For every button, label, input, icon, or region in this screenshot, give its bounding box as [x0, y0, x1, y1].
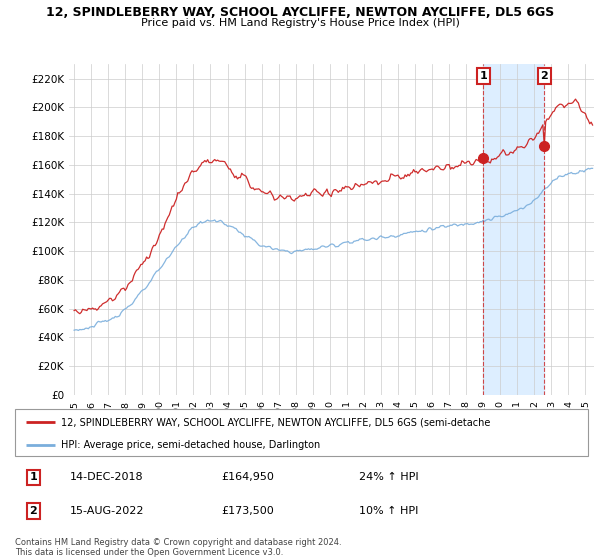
Text: 14-DEC-2018: 14-DEC-2018: [70, 473, 143, 483]
Text: 12, SPINDLEBERRY WAY, SCHOOL AYCLIFFE, NEWTON AYCLIFFE, DL5 6GS (semi-detache: 12, SPINDLEBERRY WAY, SCHOOL AYCLIFFE, N…: [61, 417, 490, 427]
Bar: [483, 64, 544, 395]
Text: 12, SPINDLEBERRY WAY, SCHOOL AYCLIFFE, NEWTON AYCLIFFE, DL5 6GS: 12, SPINDLEBERRY WAY, SCHOOL AYCLIFFE, N…: [46, 6, 554, 18]
Text: 24% ↑ HPI: 24% ↑ HPI: [359, 473, 418, 483]
Text: HPI: Average price, semi-detached house, Darlington: HPI: Average price, semi-detached house,…: [61, 440, 320, 450]
Text: 1: 1: [29, 473, 37, 483]
Text: £173,500: £173,500: [221, 506, 274, 516]
Text: 15-AUG-2022: 15-AUG-2022: [70, 506, 144, 516]
Text: £164,950: £164,950: [221, 473, 274, 483]
Text: 2: 2: [541, 71, 548, 81]
Text: Contains HM Land Registry data © Crown copyright and database right 2024.
This d: Contains HM Land Registry data © Crown c…: [15, 538, 341, 557]
Text: 2: 2: [29, 506, 37, 516]
Text: Price paid vs. HM Land Registry's House Price Index (HPI): Price paid vs. HM Land Registry's House …: [140, 18, 460, 28]
FancyBboxPatch shape: [15, 409, 588, 456]
Text: 10% ↑ HPI: 10% ↑ HPI: [359, 506, 418, 516]
Text: 1: 1: [479, 71, 487, 81]
